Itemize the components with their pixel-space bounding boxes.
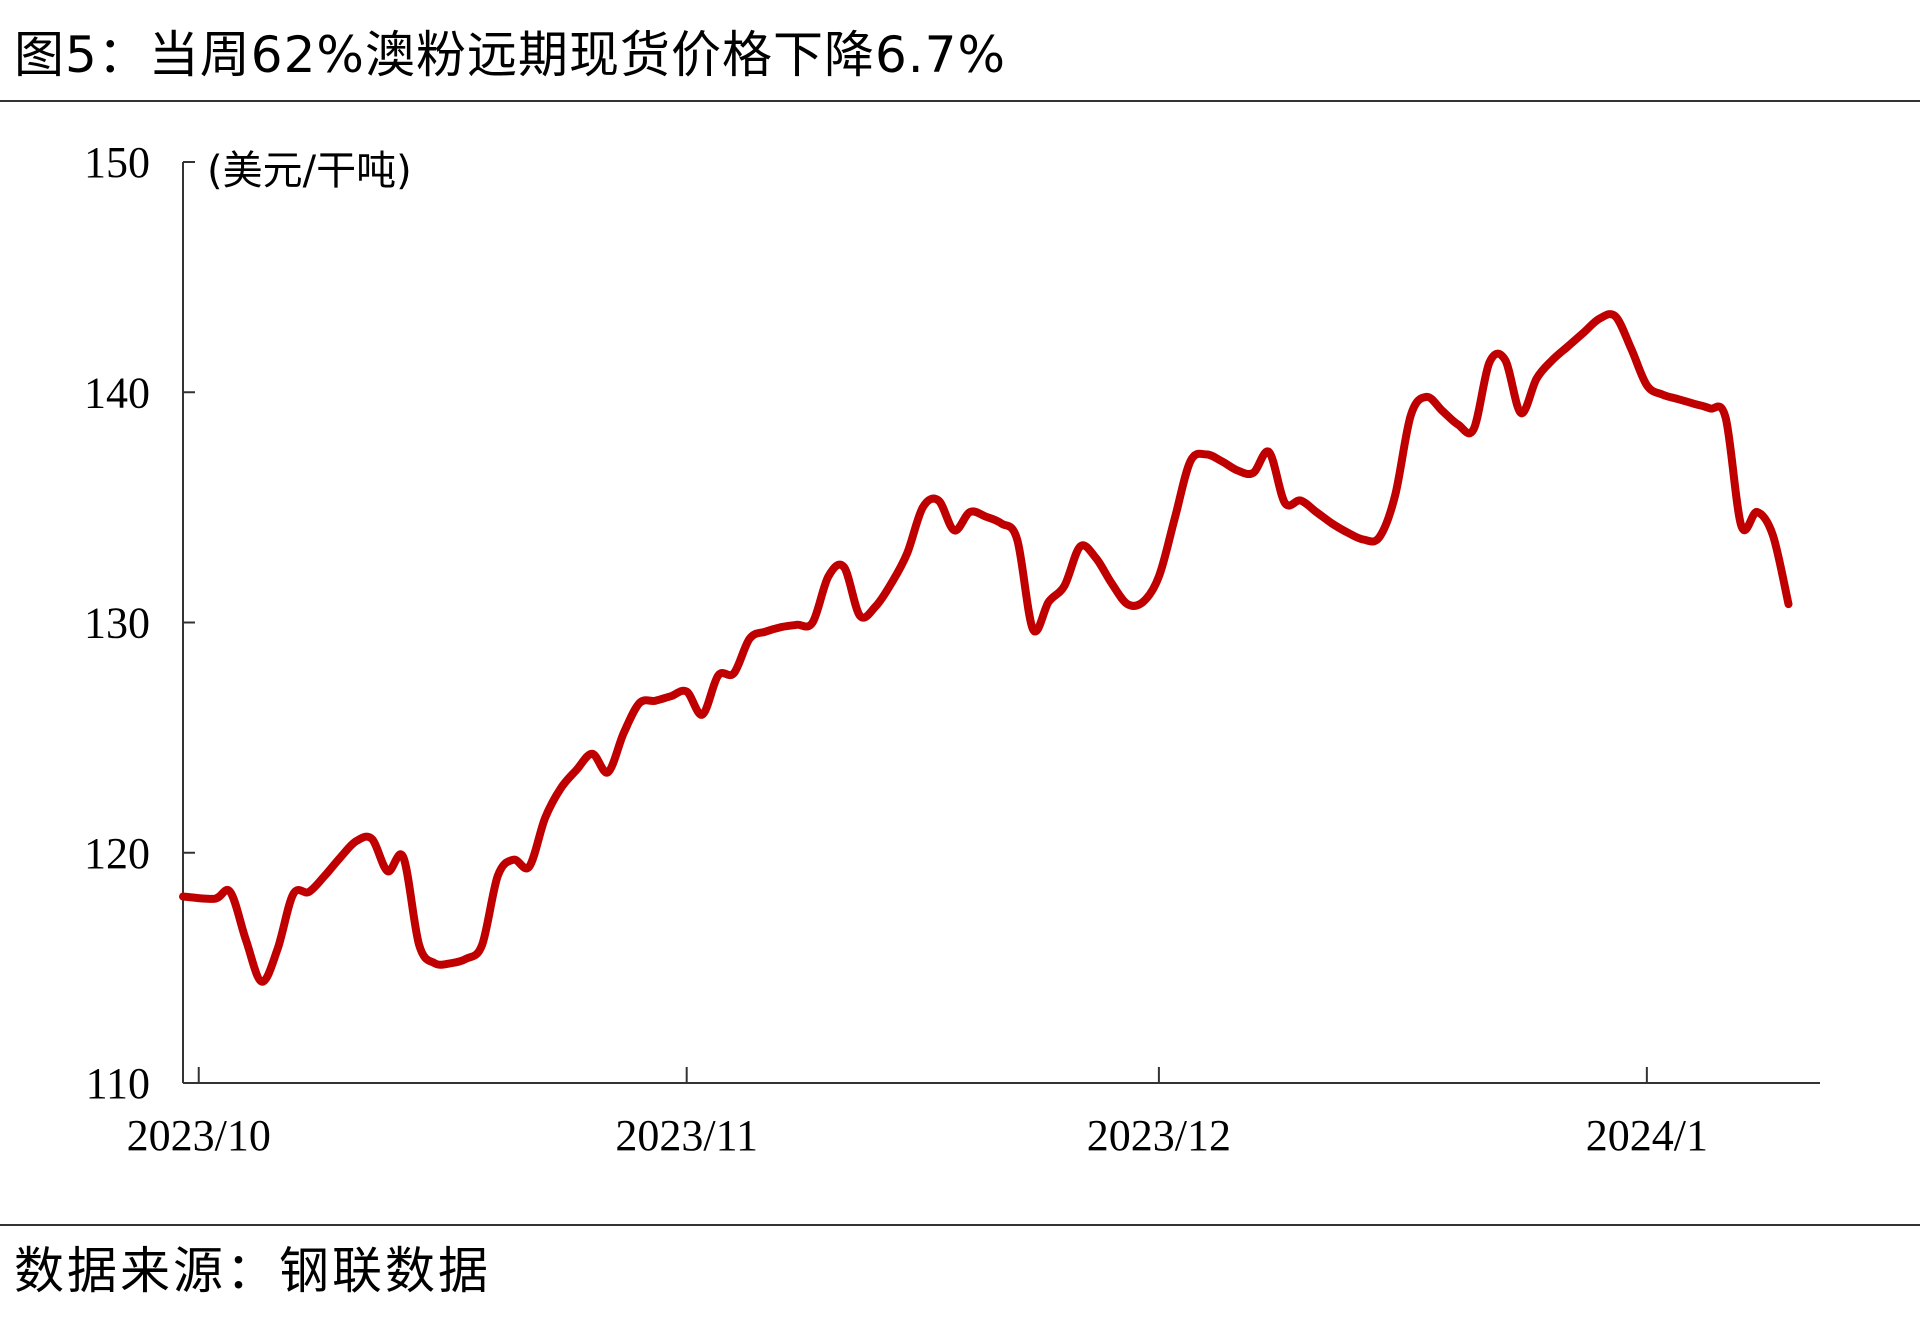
y-tick-label: 150 (84, 138, 150, 187)
y-tick-label: 140 (84, 368, 150, 417)
y-tick-label: 120 (84, 829, 150, 878)
series-line (179, 310, 1793, 986)
series-group (179, 310, 1793, 986)
y-axis-unit-label: (美元/干吨) (207, 148, 412, 194)
figure-title: 图5：当周62%澳粉远期现货价格下降6.7% (14, 26, 1006, 84)
x-tick-label: 2023/12 (1087, 1111, 1231, 1160)
x-axis-ticks: 2023/10 2023/11 2023/12 2024/1 (127, 1067, 1708, 1160)
bottom-rule (0, 1224, 1920, 1226)
y-axis-ticks: 110 120 130 140 150 (84, 138, 195, 1108)
y-tick-label: 110 (86, 1059, 150, 1108)
x-tick-label: 2023/11 (615, 1111, 758, 1160)
data-source: 数据来源：钢联数据 (14, 1242, 491, 1300)
top-rule (0, 100, 1920, 102)
x-tick-label: 2024/1 (1586, 1111, 1708, 1160)
y-tick-label: 130 (84, 599, 150, 648)
x-tick-label: 2023/10 (127, 1111, 271, 1160)
